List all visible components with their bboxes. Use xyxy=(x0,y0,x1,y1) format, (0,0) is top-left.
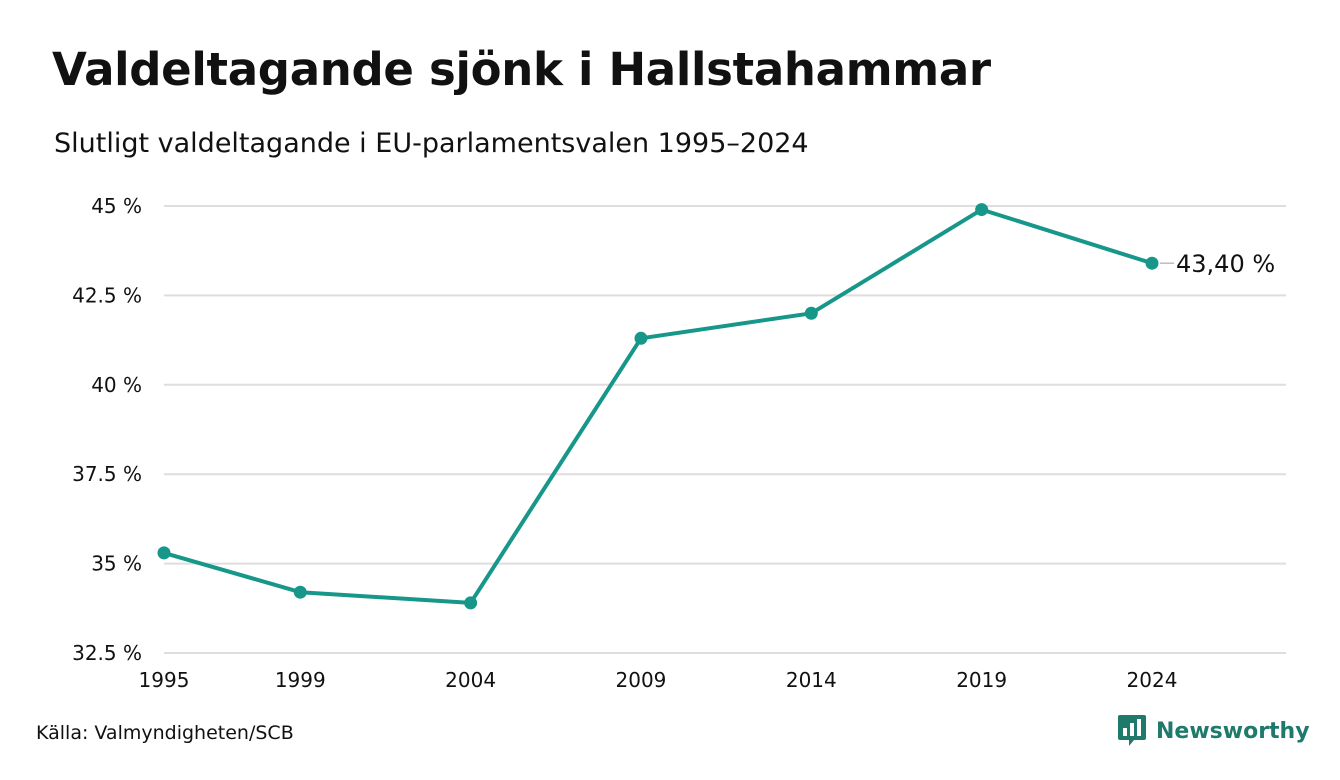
x-tick-label: 2024 xyxy=(1127,668,1178,692)
data-point xyxy=(804,306,818,320)
x-tick-label: 2004 xyxy=(445,668,496,692)
y-tick-label: 40 % xyxy=(91,373,142,397)
series-turnout xyxy=(157,203,1159,610)
y-tick-label: 32.5 % xyxy=(72,641,142,665)
y-tick-label: 45 % xyxy=(91,194,142,218)
data-point xyxy=(1145,256,1159,270)
x-axis-tick-labels: 1995 1999 2004 2009 2014 2019 2024 xyxy=(139,668,1178,692)
chart-subtitle: Slutligt valdeltagande i EU-parlamentsva… xyxy=(54,128,809,159)
y-tick-label: 35 % xyxy=(91,552,142,576)
data-point xyxy=(293,585,307,599)
grid-lines xyxy=(164,205,1286,654)
x-tick-label: 2009 xyxy=(616,668,667,692)
source-note: Källa: Valmyndigheten/SCB xyxy=(36,722,294,744)
x-tick-label: 1995 xyxy=(139,668,190,692)
data-point xyxy=(634,331,648,345)
chart-title: Valdeltagande sjönk i Hallstahammar xyxy=(52,43,991,96)
newsworthy-logo-icon xyxy=(1118,715,1146,746)
data-point xyxy=(157,546,171,560)
newsworthy-logo-text: Newsworthy xyxy=(1156,718,1310,744)
x-tick-label: 1999 xyxy=(275,668,326,692)
y-tick-label: 42.5 % xyxy=(72,283,142,307)
x-tick-label: 2014 xyxy=(786,668,837,692)
data-point xyxy=(464,596,478,610)
newsworthy-logo: Newsworthy xyxy=(1117,712,1310,750)
y-tick-label: 37.5 % xyxy=(72,462,142,486)
data-point xyxy=(975,203,989,217)
end-value-label: 43,40 % xyxy=(1176,250,1275,278)
end-label-group: 43,40 % xyxy=(1160,250,1275,278)
x-tick-label: 2019 xyxy=(956,668,1007,692)
y-axis-tick-labels: 32.5 % 35 % 37.5 % 40 % 42.5 % 45 % xyxy=(72,194,142,665)
series-line xyxy=(162,207,1154,605)
